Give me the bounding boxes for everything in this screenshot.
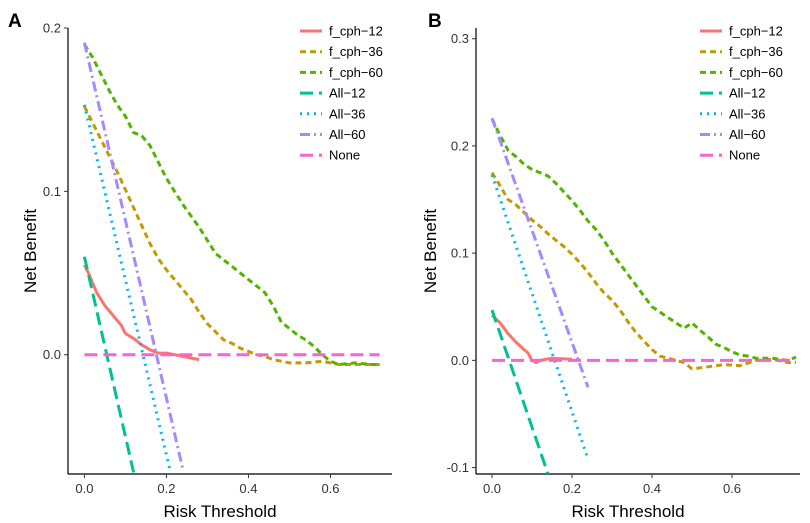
y-tick-label: 0.2 — [43, 21, 61, 36]
series-line-f-cph-36 — [490, 171, 796, 371]
legend-label: All−36 — [729, 106, 766, 121]
x-tick-label: 0.4 — [239, 481, 257, 496]
series-line-all-12 — [490, 309, 550, 474]
x-tick-label: 0.2 — [157, 481, 175, 496]
series-line-f-cph-60 — [83, 43, 380, 366]
legend-label: f_cph−12 — [329, 24, 383, 39]
panel-label: A — [8, 11, 22, 32]
y-tick-label: 0.1 — [43, 184, 61, 199]
x-tick-label: 0.2 — [563, 481, 581, 496]
legend-label: All−36 — [329, 106, 366, 121]
legend-label: f_cph−60 — [329, 65, 383, 80]
x-axis-title: Risk Threshold — [163, 502, 276, 521]
series-line-f-cph-12 — [83, 264, 200, 362]
legend-label: f_cph−12 — [729, 24, 783, 39]
legend: f_cph−12 f_cph−36 f_cph−60 All−12 All−36 All−… — [700, 24, 783, 163]
legend-label: None — [729, 148, 760, 163]
series-line-f-cph-60 — [490, 118, 797, 362]
series-line-f-cph-36 — [83, 105, 380, 366]
legend-label: All−60 — [329, 127, 366, 142]
x-axis-title: Risk Threshold — [571, 502, 684, 521]
y-tick-label: 0.2 — [451, 138, 469, 153]
x-tick-label: 0.0 — [483, 481, 501, 496]
chart-panel-b: B -0.1 0.0 0.1 0.2 0.3 0.0 0.2 0.4 0.6 Risk Thresh… — [421, 11, 800, 521]
series-lines — [82, 42, 380, 473]
y-axis-title: Net Benefit — [21, 209, 40, 293]
y-axis-title: Net Benefit — [421, 209, 440, 293]
legend-label: All−12 — [729, 86, 766, 101]
legend-label: f_cph−36 — [329, 44, 383, 59]
panel-label: B — [428, 11, 442, 32]
y-tick-label: 0.0 — [451, 353, 469, 368]
y-tick-label: 0.0 — [43, 347, 61, 362]
series-line-all-60 — [82, 42, 185, 470]
legend: f_cph−12 f_cph−36 f_cph−60 All−12 All−36 All−… — [300, 24, 383, 163]
chart-panel-a: A 0.0 0.1 0.2 0.0 0.2 0.4 0.6 Risk Threshold Net … — [8, 11, 392, 521]
y-tick-label: 0.1 — [451, 246, 469, 261]
legend-label: All−60 — [729, 127, 766, 142]
series-line-f-cph-12 — [490, 314, 573, 364]
y-tick-label: -0.1 — [447, 460, 469, 475]
x-tick-label: 0.6 — [321, 481, 339, 496]
legend-label: None — [329, 148, 360, 163]
series-line-all-60 — [490, 117, 590, 388]
series-line-all-12 — [82, 256, 136, 473]
x-tick-label: 0.4 — [643, 481, 661, 496]
x-tick-label: 0.6 — [723, 481, 741, 496]
series-line-all-36 — [490, 174, 590, 460]
series-lines — [490, 117, 797, 474]
y-tick-label: 0.3 — [451, 31, 469, 46]
x-tick-label: 0.0 — [75, 481, 93, 496]
legend-label: f_cph−60 — [729, 65, 783, 80]
series-line-all-36 — [82, 104, 172, 473]
legend-label: All−12 — [329, 86, 366, 101]
legend-label: f_cph−36 — [729, 44, 783, 59]
